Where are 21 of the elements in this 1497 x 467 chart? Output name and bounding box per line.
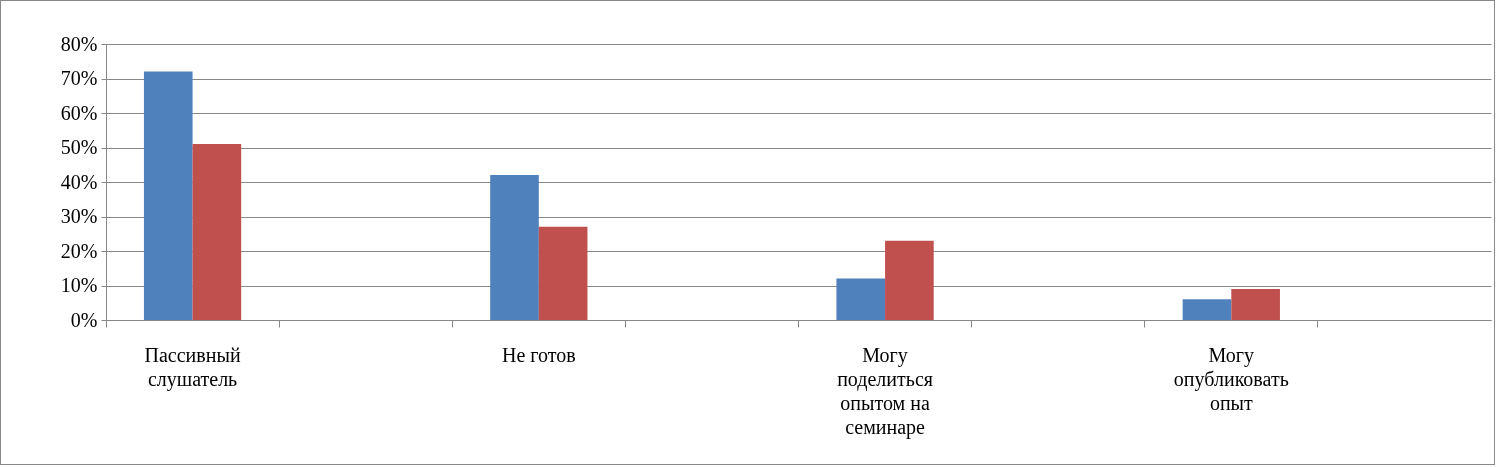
y-tick-label: 50% [60, 136, 98, 158]
bar [1182, 299, 1232, 320]
y-tick-label: 70% [60, 67, 98, 89]
x-tick-label: Могу поделиться опытом на семинаре [837, 343, 933, 439]
y-tick-label: 10% [60, 274, 98, 296]
y-tick-label: 80% [60, 32, 98, 55]
y-tick-label: 40% [60, 170, 98, 193]
x-tick-label: Могу опубликовать опыт [1173, 343, 1289, 414]
x-tick-label: Пассивный слушатель [144, 343, 241, 391]
y-tick-label: 0% [70, 308, 98, 331]
x-tick-label: Не готов [501, 343, 576, 366]
bar [885, 240, 934, 320]
y-tick-label: 20% [60, 239, 98, 262]
bar [192, 144, 242, 320]
y-tick-label: 30% [60, 205, 98, 227]
bar [1231, 288, 1280, 320]
y-tick-label: 60% [60, 101, 98, 124]
bar [538, 226, 588, 320]
bar [490, 175, 539, 320]
bar [143, 71, 193, 320]
bar [836, 278, 886, 320]
